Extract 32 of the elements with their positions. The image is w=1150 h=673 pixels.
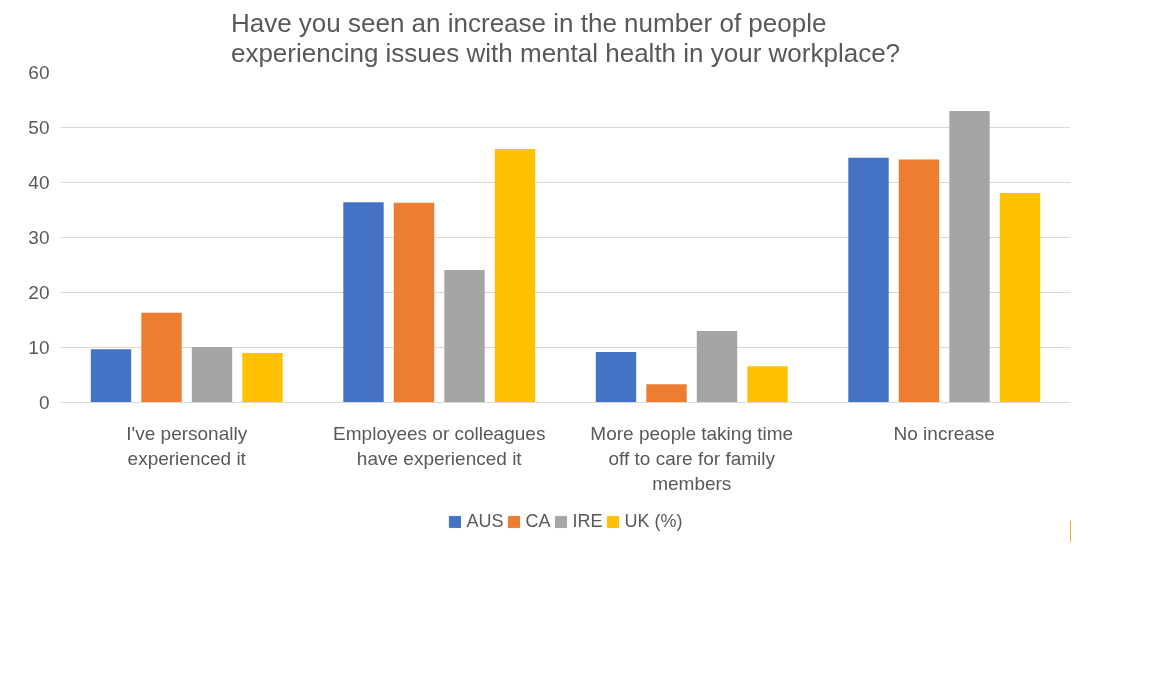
bar	[343, 202, 384, 403]
y-tick-label: 10	[28, 337, 50, 358]
x-tick-label: No increase	[893, 422, 995, 444]
x-tick-label: Employees or colleagues have experienced it	[333, 422, 546, 469]
bar	[848, 157, 889, 403]
y-tick-label: 60	[28, 62, 50, 83]
y-tick-label: 20	[28, 282, 50, 303]
bar	[646, 384, 687, 403]
y-tick-label: 30	[28, 227, 50, 248]
legend-label: CA	[525, 510, 551, 532]
x-tick-label: More people taking time off to care for family members	[590, 422, 794, 494]
bar	[90, 349, 132, 403]
chart-title: Have you seen an increase in the number of people experiencing issues with mental health in your workplace?	[230, 7, 901, 68]
bar	[494, 148, 536, 403]
legend-label: AUS	[466, 510, 504, 532]
bar	[595, 351, 637, 403]
bar	[696, 331, 738, 403]
legend-label: IRE	[572, 510, 603, 532]
y-tick-label: 0	[38, 392, 50, 413]
legend-label: UK (%)	[624, 510, 683, 532]
bar	[999, 192, 1041, 403]
bar	[191, 346, 233, 403]
bar	[898, 159, 940, 403]
y-tick-label: 40	[28, 172, 50, 193]
bar	[949, 111, 990, 403]
bar	[444, 269, 485, 403]
bar	[141, 312, 182, 403]
bar	[393, 202, 435, 403]
x-tick-label: I've personally experienced it	[126, 422, 248, 469]
bar	[242, 353, 283, 403]
bar	[747, 366, 788, 403]
y-tick-label: 50	[28, 117, 50, 138]
